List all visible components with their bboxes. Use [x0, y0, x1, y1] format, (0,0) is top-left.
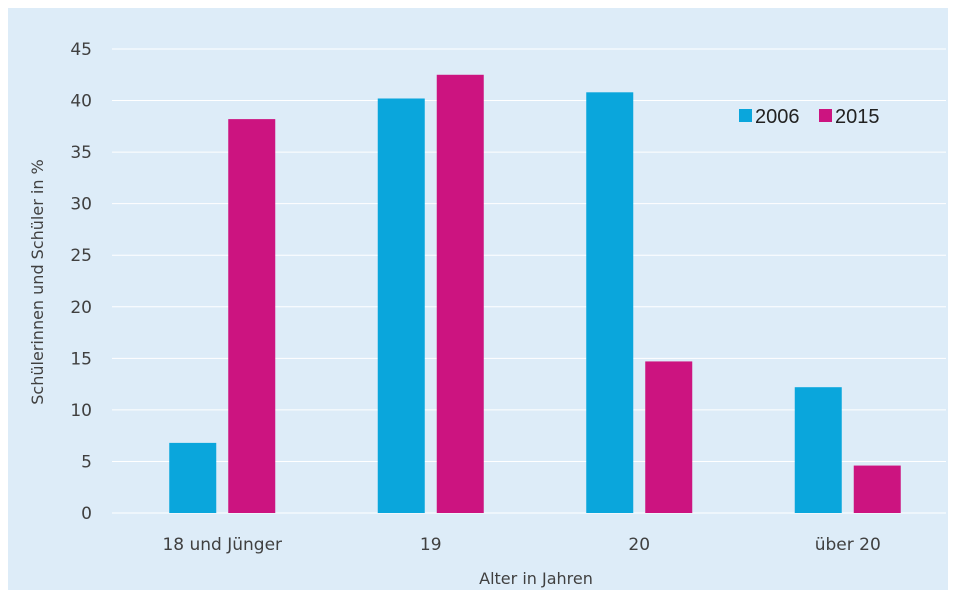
y-axis-title: Schülerinnen und Schüler in %: [28, 159, 47, 404]
x-axis-labels: 18 und Jünger 19 20 über 20: [162, 535, 880, 555]
x-tick-label: 18 und Jünger: [162, 535, 282, 555]
y-tick-label: 0: [81, 504, 92, 524]
y-tick-label: 35: [70, 143, 92, 163]
bar-2015-2: [645, 361, 693, 513]
y-tick-label: 15: [70, 349, 92, 369]
y-tick-label: 40: [70, 92, 92, 112]
y-tick-label: 25: [70, 246, 92, 266]
bar-2006-2: [586, 92, 634, 513]
y-tick-label: 45: [70, 40, 92, 60]
bar-2006-0: [169, 442, 217, 513]
legend-swatch-2015: [819, 109, 832, 122]
bar-2015-3: [853, 465, 901, 513]
bars: [169, 74, 901, 514]
bar-2006-3: [794, 387, 842, 513]
x-tick-label: 20: [628, 535, 650, 555]
x-axis-title: Alter in Jahren: [479, 569, 593, 588]
legend-swatch-2006: [739, 109, 752, 122]
legend-label-2006: 2006: [755, 106, 800, 128]
y-tick-label: 5: [81, 452, 92, 472]
bar-2015-1: [436, 74, 484, 514]
legend: 2006 2015: [739, 106, 880, 128]
y-axis-ticks: 0 5 10 15 20 25 30 35 40 45: [70, 40, 92, 524]
bar-2015-0: [228, 119, 276, 514]
bar-2006-1: [377, 98, 425, 513]
x-tick-label: über 20: [815, 535, 881, 555]
x-tick-label: 19: [420, 535, 442, 555]
y-tick-label: 10: [70, 401, 92, 421]
y-tick-label: 20: [70, 298, 92, 318]
legend-label-2015: 2015: [835, 106, 880, 128]
y-tick-label: 30: [70, 195, 92, 215]
